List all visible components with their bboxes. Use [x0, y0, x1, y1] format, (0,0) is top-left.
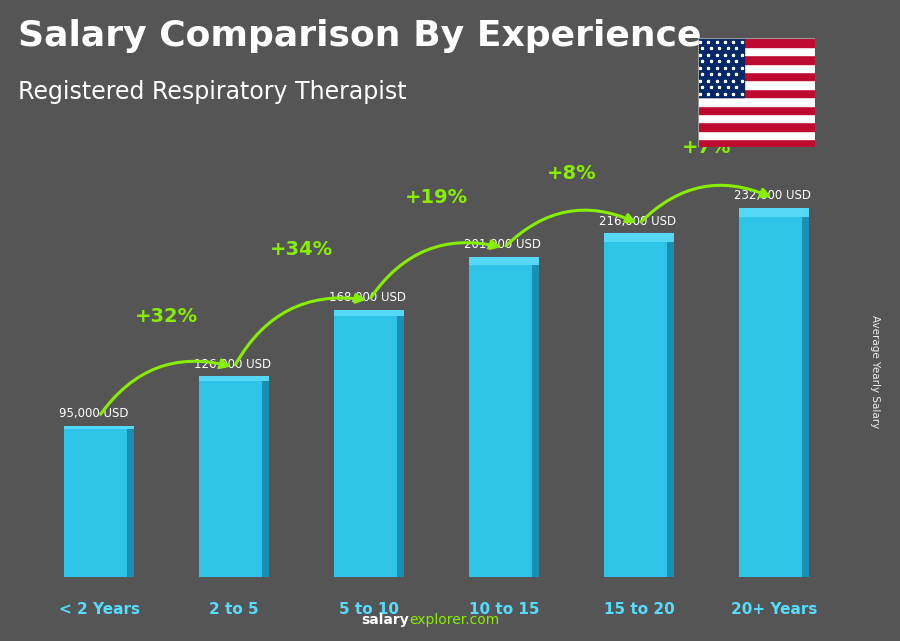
- Text: 5 to 10: 5 to 10: [339, 603, 399, 617]
- Text: +34%: +34%: [270, 240, 333, 259]
- FancyBboxPatch shape: [334, 310, 404, 316]
- Text: 10 to 15: 10 to 15: [469, 603, 539, 617]
- FancyBboxPatch shape: [397, 310, 404, 577]
- Text: explorer.com: explorer.com: [410, 613, 500, 627]
- Bar: [698, 139, 814, 147]
- FancyBboxPatch shape: [127, 426, 134, 577]
- Bar: [739, 208, 809, 577]
- FancyBboxPatch shape: [199, 376, 269, 381]
- Bar: [698, 38, 744, 97]
- Text: 126,000 USD: 126,000 USD: [194, 358, 271, 371]
- Text: 201,000 USD: 201,000 USD: [464, 238, 541, 251]
- FancyBboxPatch shape: [739, 208, 809, 217]
- Text: +7%: +7%: [682, 138, 732, 157]
- FancyBboxPatch shape: [667, 233, 674, 577]
- Bar: [698, 88, 814, 97]
- Bar: [698, 97, 814, 106]
- Bar: [698, 47, 814, 55]
- Text: 20+ Years: 20+ Years: [731, 603, 817, 617]
- Text: 95,000 USD: 95,000 USD: [58, 407, 128, 420]
- Bar: [698, 131, 814, 139]
- FancyBboxPatch shape: [604, 233, 674, 242]
- Bar: [199, 376, 269, 577]
- Text: +19%: +19%: [405, 188, 468, 206]
- Bar: [698, 114, 814, 122]
- Text: < 2 Years: < 2 Years: [58, 603, 140, 617]
- Bar: [698, 72, 814, 80]
- FancyBboxPatch shape: [802, 208, 809, 577]
- FancyBboxPatch shape: [64, 426, 134, 429]
- Text: Salary Comparison By Experience: Salary Comparison By Experience: [18, 19, 701, 53]
- Bar: [334, 310, 404, 577]
- Bar: [698, 63, 814, 72]
- Bar: [698, 38, 814, 47]
- Bar: [64, 426, 134, 577]
- Text: 168,000 USD: 168,000 USD: [328, 291, 406, 304]
- Text: 232,000 USD: 232,000 USD: [734, 189, 811, 202]
- Text: 2 to 5: 2 to 5: [209, 603, 259, 617]
- Bar: [698, 122, 814, 131]
- Text: salary: salary: [362, 613, 410, 627]
- FancyBboxPatch shape: [532, 257, 539, 577]
- Text: +8%: +8%: [546, 163, 597, 183]
- Text: Registered Respiratory Therapist: Registered Respiratory Therapist: [18, 80, 407, 104]
- FancyBboxPatch shape: [469, 257, 539, 265]
- FancyBboxPatch shape: [262, 376, 269, 577]
- Text: 216,000 USD: 216,000 USD: [598, 215, 676, 228]
- Bar: [469, 257, 539, 577]
- Bar: [698, 80, 814, 88]
- Bar: [698, 106, 814, 114]
- Bar: [604, 233, 674, 577]
- Text: +32%: +32%: [135, 307, 198, 326]
- Text: Average Yearly Salary: Average Yearly Salary: [869, 315, 880, 428]
- Bar: [698, 55, 814, 63]
- Text: 15 to 20: 15 to 20: [604, 603, 674, 617]
